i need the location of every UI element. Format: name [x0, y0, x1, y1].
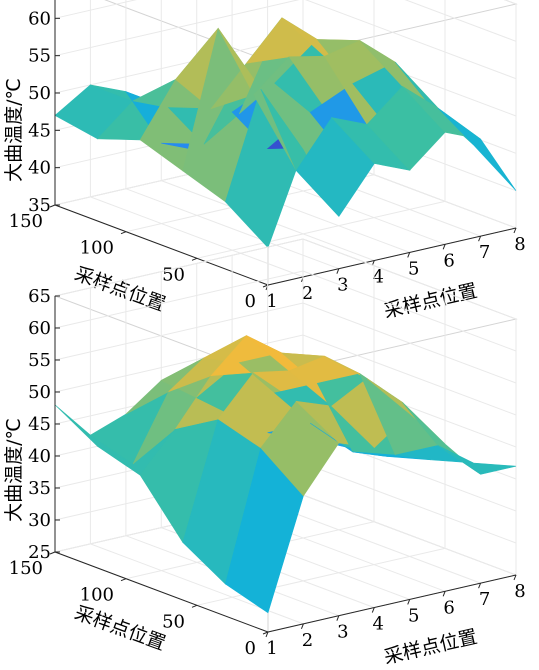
x-tick-label: 2	[302, 630, 313, 651]
x-tick-label: 8	[514, 581, 525, 602]
surface-patch	[437, 445, 517, 475]
z-tick-label: 25	[28, 542, 51, 563]
y-tick-label: 0	[245, 638, 256, 659]
z-tick-label: 30	[28, 510, 51, 531]
x-axis-label: 采样点位置	[382, 626, 480, 669]
z-axis-label: 大曲温度/℃	[3, 418, 25, 522]
z-tick-label: 65	[28, 286, 51, 307]
z-tick-label: 50	[28, 382, 51, 403]
surface	[54, 17, 517, 249]
x-tick-label: 3	[337, 275, 348, 296]
z-tick-label: 45	[28, 120, 51, 141]
x-tick-label: 7	[479, 589, 490, 610]
z-tick-label: 60	[28, 318, 51, 339]
y-tick-label: 150	[9, 211, 43, 232]
y-tick-label: 100	[80, 585, 114, 606]
x-tick-label: 3	[337, 622, 348, 643]
x-tick-label: 2	[302, 283, 313, 304]
z-tick-label: 40	[28, 446, 51, 467]
surface-chart-top: 1234567805010015035404550556065大曲温度/℃采样点…	[3, 0, 526, 323]
y-tick-label: 50	[162, 611, 185, 632]
x-tick-label: 1	[266, 638, 277, 659]
x-axis-label: 采样点位置	[382, 280, 480, 323]
z-tick-label: 35	[28, 478, 51, 499]
y-axis-label: 采样点位置	[72, 602, 169, 655]
z-tick-label: 55	[28, 350, 51, 371]
x-tick-label: 7	[479, 242, 490, 263]
x-tick-label: 4	[373, 267, 384, 288]
z-tick-label: 50	[28, 83, 51, 104]
y-tick-label: 150	[9, 558, 43, 579]
x-tick-label: 5	[408, 258, 419, 279]
z-tick-label: 35	[28, 195, 51, 216]
x-tick-label: 5	[408, 605, 419, 626]
z-tick-label: 55	[28, 46, 51, 67]
z-tick-label: 60	[28, 8, 51, 29]
x-tick-label: 1	[266, 291, 277, 312]
x-tick-label: 4	[373, 614, 384, 635]
surface	[54, 335, 517, 614]
y-tick-label: 100	[80, 238, 114, 259]
z-tick-label: 40	[28, 158, 51, 179]
x-tick-label: 6	[443, 597, 454, 618]
x-tick-label: 6	[443, 250, 454, 271]
y-tick-label: 0	[245, 291, 256, 312]
z-axis-label: 大曲温度/℃	[3, 78, 25, 182]
x-tick-label: 8	[514, 234, 525, 255]
y-tick-label: 50	[162, 264, 185, 285]
z-tick-label: 45	[28, 414, 51, 435]
surface-chart-bottom: 1 2 3 4 5 6 7 8050100150253035404550556065大曲温度/…	[3, 238, 526, 669]
surface-patch	[437, 107, 517, 191]
